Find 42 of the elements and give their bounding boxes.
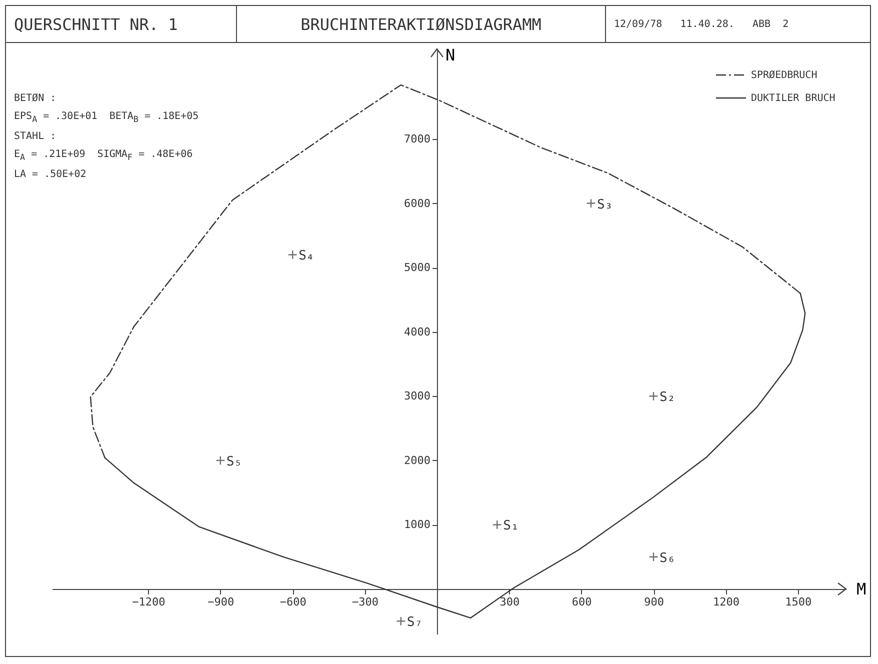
annotation: S₇ <box>406 615 423 630</box>
y-tick-label: 1000 <box>404 518 430 532</box>
y-tick-label: 7000 <box>404 132 430 146</box>
point <box>648 552 658 562</box>
annotation: EPS$_{A}$ = .30E+01 BETA$_{B}$ = .18E+05 <box>14 110 199 126</box>
x-axis-title: M <box>856 580 866 598</box>
x-tick-label: 900 <box>644 596 664 608</box>
legend-label: SPRØEDBRUCH <box>751 70 818 81</box>
annotation: STAHL : <box>14 130 58 144</box>
x-tick-label: −1200 <box>132 596 166 608</box>
chart-title: BRUCHINTERAKTIØNSDIAGRAMM <box>237 6 606 42</box>
point <box>586 198 596 208</box>
annotation: BETØN : <box>14 92 58 106</box>
x-tick-label: 300 <box>500 596 520 608</box>
x-tick-label: −300 <box>352 596 379 608</box>
annotation: S₁ <box>503 518 519 534</box>
x-tick-label: 1500 <box>785 596 812 608</box>
legend-label: DUKTILER BRUCH <box>751 93 836 104</box>
y-tick-label: 4000 <box>404 325 430 338</box>
x-tick-label: −900 <box>208 596 234 608</box>
annotation: E$_{A}$ = .21E+09 SIGMA$_{F}$ = .48E+06 <box>14 148 194 164</box>
y-tick-label: 3000 <box>404 390 430 403</box>
y-tick-label: 5000 <box>404 261 430 274</box>
y-tick-label: 2000 <box>404 454 430 467</box>
point <box>288 250 298 260</box>
x-tick-label: −600 <box>280 596 306 608</box>
x-tick-label: 600 <box>572 596 592 608</box>
y-axis-title: N <box>445 46 456 64</box>
annotation: S₂ <box>660 390 676 406</box>
x-tick-label: 1200 <box>712 596 740 608</box>
annotation: S₃ <box>596 197 613 212</box>
point <box>492 520 502 530</box>
text: 12/09/78 11.40.28. ABB 2 <box>613 18 790 32</box>
point <box>216 456 226 466</box>
point <box>648 391 658 401</box>
annotation: S₅ <box>226 454 242 470</box>
annotation: S₆ <box>660 550 676 566</box>
point <box>396 616 406 626</box>
text: QUERSCHNITT NR. 1 <box>6 6 237 42</box>
annotation: LA = .50E+02 <box>14 168 88 182</box>
annotation: S₄ <box>298 248 314 264</box>
y-tick-label: 6000 <box>404 196 430 210</box>
